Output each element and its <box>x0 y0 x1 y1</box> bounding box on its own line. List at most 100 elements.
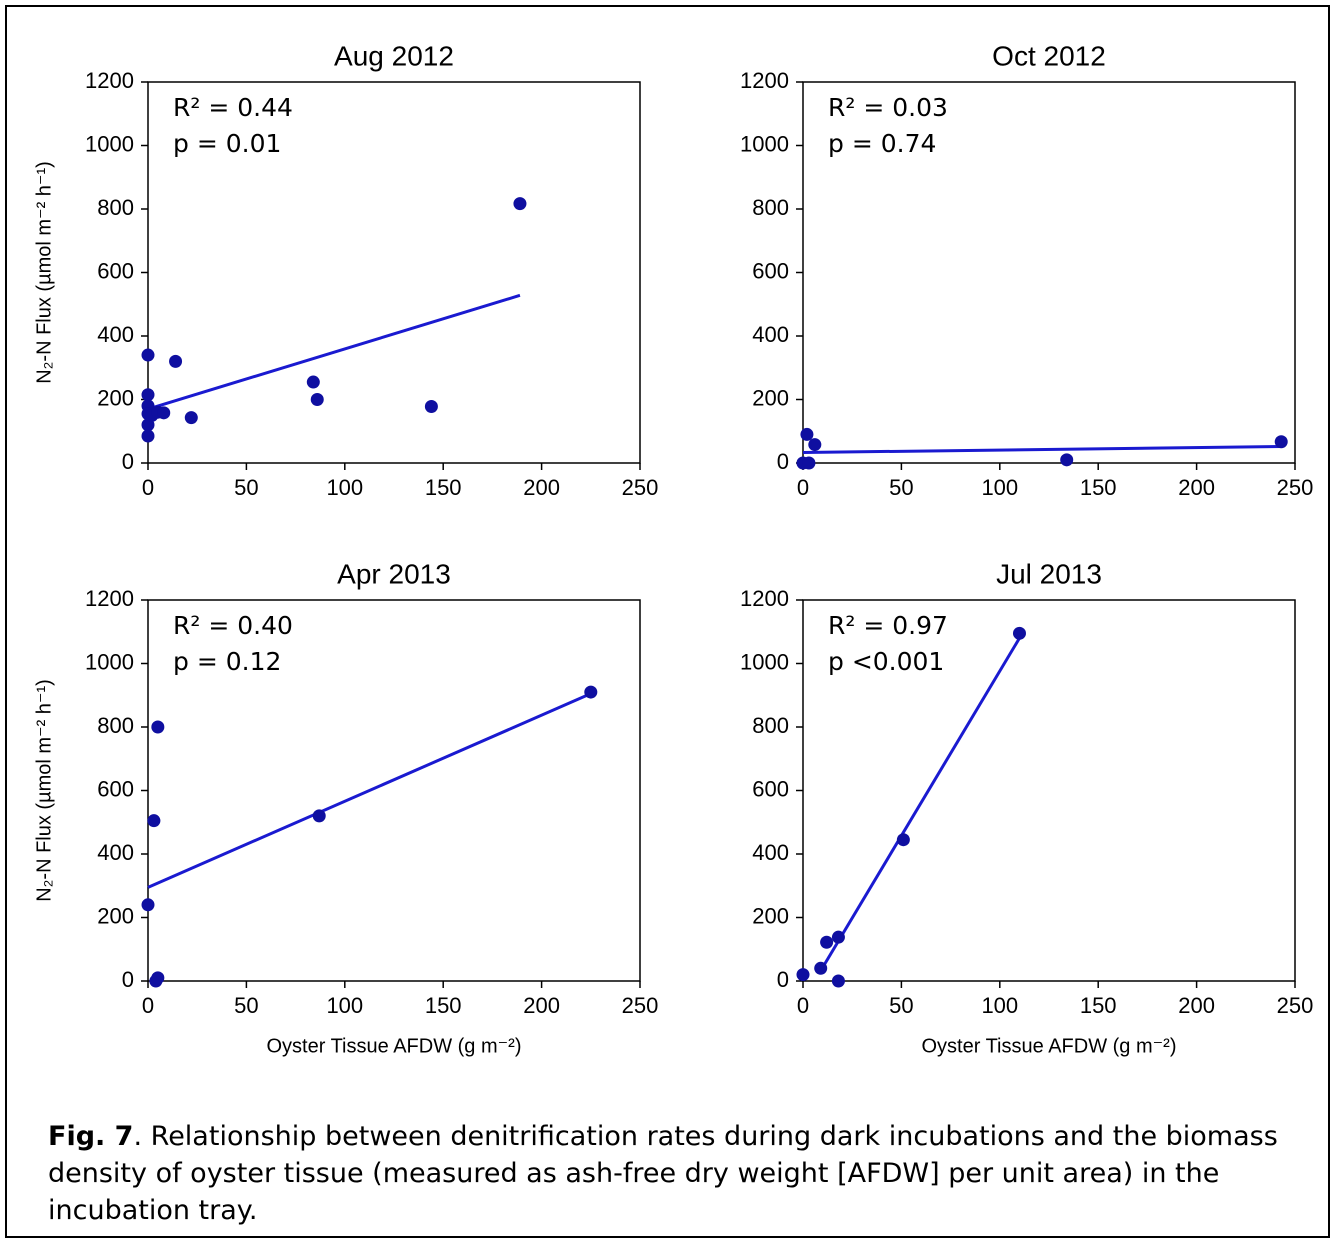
data-point <box>151 971 165 985</box>
data-point <box>141 348 155 362</box>
y-tick-label: 400 <box>97 840 134 865</box>
figure-frame <box>5 5 1330 1238</box>
data-point <box>184 411 198 425</box>
data-point <box>1012 626 1026 640</box>
x-tick-label: 100 <box>326 993 363 1018</box>
data-point <box>800 427 814 441</box>
x-tick-label: 0 <box>797 993 809 1018</box>
x-tick-label: 0 <box>142 475 154 500</box>
x-tick-label: 250 <box>622 475 659 500</box>
data-point <box>141 898 155 912</box>
x-tick-label: 150 <box>1080 993 1117 1018</box>
data-point <box>831 930 845 944</box>
y-tick-label: 0 <box>777 449 789 474</box>
y-tick-label: 1000 <box>740 649 789 674</box>
y-tick-label: 0 <box>122 967 134 992</box>
x-axis-label: Oyster Tissue AFDW (g m⁻²) <box>921 1035 1176 1057</box>
y-tick-label: 1200 <box>740 68 789 93</box>
y-axis-label: N₂-N Flux (µmol m⁻² h⁻¹) <box>33 679 55 902</box>
data-point <box>147 814 161 828</box>
y-tick-label: 600 <box>752 776 789 801</box>
caption-text: . Relationship between denitrification r… <box>48 1121 1278 1226</box>
x-tick-label: 200 <box>523 993 560 1018</box>
data-point <box>814 961 828 975</box>
x-tick-label: 200 <box>1178 993 1215 1018</box>
x-tick-label: 0 <box>797 475 809 500</box>
y-tick-label: 400 <box>752 840 789 865</box>
annotation: R² = 0.03 <box>828 93 948 122</box>
data-point <box>141 429 155 443</box>
y-tick-label: 600 <box>752 258 789 283</box>
y-tick-label: 800 <box>97 713 134 738</box>
fit-line <box>147 293 521 411</box>
x-tick-label: 50 <box>889 993 913 1018</box>
x-tick-label: 50 <box>234 993 258 1018</box>
plot-frame <box>147 81 641 464</box>
annotation: p = 0.74 <box>828 129 936 158</box>
data-point <box>820 935 834 949</box>
y-axis-label: N₂-N Flux (µmol m⁻² h⁻¹) <box>33 161 55 384</box>
plot-frame <box>802 599 1296 982</box>
x-tick-label: 200 <box>523 475 560 500</box>
data-point <box>1060 453 1074 467</box>
x-axis-label: Oyster Tissue AFDW (g m⁻²) <box>266 1035 521 1057</box>
y-tick-label: 1200 <box>740 586 789 611</box>
annotation: p = 0.12 <box>173 647 281 676</box>
data-point <box>513 197 527 211</box>
data-point <box>808 438 822 452</box>
y-tick-label: 1000 <box>85 131 134 156</box>
annotation: R² = 0.40 <box>173 611 293 640</box>
annotation: p = 0.01 <box>173 129 281 158</box>
y-tick-label: 200 <box>97 385 134 410</box>
x-tick-label: 100 <box>981 993 1018 1018</box>
caption: Fig. 7. Relationship between denitrifica… <box>48 1118 1288 1229</box>
data-point <box>802 456 816 470</box>
y-tick-label: 600 <box>97 776 134 801</box>
data-point <box>1274 435 1288 449</box>
x-tick-label: 150 <box>425 475 462 500</box>
panel-title: Oct 2012 <box>992 40 1106 71</box>
x-tick-label: 250 <box>622 993 659 1018</box>
x-tick-label: 100 <box>326 475 363 500</box>
fit-line <box>802 444 1282 455</box>
annotation: R² = 0.44 <box>173 93 293 122</box>
data-point <box>310 393 324 406</box>
y-tick-label: 1000 <box>85 649 134 674</box>
data-point <box>306 375 320 389</box>
y-tick-label: 800 <box>752 713 789 738</box>
data-point <box>157 406 171 420</box>
data-point <box>896 833 910 847</box>
data-point <box>831 974 845 988</box>
data-point <box>796 968 810 982</box>
caption-label: Fig. 7 <box>48 1121 134 1152</box>
y-tick-label: 800 <box>97 195 134 220</box>
x-tick-label: 200 <box>1178 475 1215 500</box>
y-tick-label: 0 <box>777 967 789 992</box>
y-tick-label: 800 <box>752 195 789 220</box>
fit-line <box>817 637 1021 975</box>
data-point <box>584 685 598 699</box>
data-point <box>424 399 438 413</box>
data-point <box>312 809 326 823</box>
y-tick-label: 400 <box>97 322 134 347</box>
y-tick-label: 0 <box>122 449 134 474</box>
y-tick-label: 200 <box>752 385 789 410</box>
y-tick-label: 400 <box>752 322 789 347</box>
panel-title: Apr 2013 <box>337 558 451 589</box>
x-tick-label: 100 <box>981 475 1018 500</box>
x-tick-label: 150 <box>1080 475 1117 500</box>
data-point <box>169 354 183 368</box>
x-tick-label: 250 <box>1277 475 1314 500</box>
x-tick-label: 150 <box>425 993 462 1018</box>
fit-line <box>147 692 592 889</box>
data-point <box>141 388 155 402</box>
data-point <box>151 720 165 734</box>
x-tick-label: 50 <box>234 475 258 500</box>
annotation: p <0.001 <box>828 647 944 676</box>
y-tick-label: 1200 <box>85 586 134 611</box>
plot-frame <box>147 599 641 982</box>
x-tick-label: 0 <box>142 993 154 1018</box>
plot-frame <box>802 81 1296 464</box>
y-tick-label: 200 <box>97 903 134 928</box>
